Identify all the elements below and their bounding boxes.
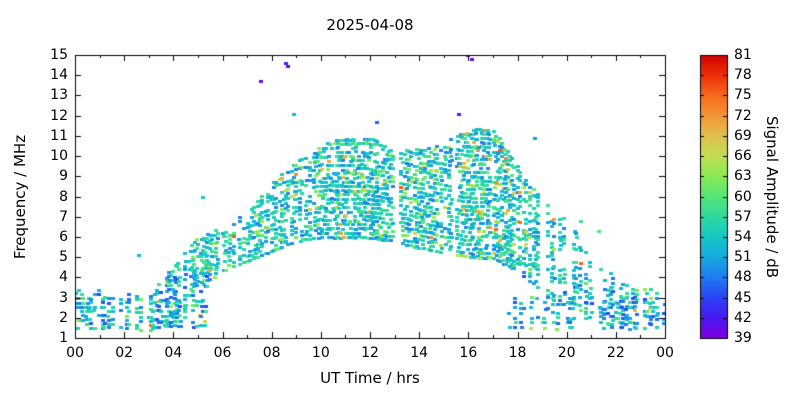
y-tick-label: 9: [59, 168, 68, 185]
colorbar-tick-label: 51: [734, 249, 752, 266]
y-tick-label: 2: [59, 309, 68, 326]
colorbar-tick-label: 66: [734, 148, 752, 165]
colorbar-tick-label: 60: [734, 188, 752, 205]
x-tick-label: 00: [66, 345, 84, 361]
x-tick-label: 04: [164, 345, 183, 361]
x-tick-label: 00: [656, 345, 674, 361]
colorbar-tick-label: 63: [734, 168, 752, 185]
chart-title: 2025-04-08: [326, 16, 414, 34]
y-tick-label: 12: [50, 107, 68, 124]
y-tick-label: 1: [59, 330, 68, 346]
colorbar-tick-label: 42: [734, 309, 752, 326]
y-axis-label: Frequency / MHz: [11, 134, 29, 260]
colorbar-tick-label: 81: [734, 47, 752, 63]
y-tick-label: 3: [59, 289, 68, 306]
x-tick-label: 08: [262, 345, 281, 361]
y-tick-label: 14: [50, 67, 68, 84]
y-tick-label: 13: [50, 87, 68, 104]
colorbar-tick-label: 54: [734, 228, 752, 245]
x-axis-label: UT Time / hrs: [320, 369, 420, 387]
y-tick-label: 4: [59, 269, 68, 286]
colorbar-label: Signal Amplitude / dB: [763, 115, 781, 279]
colorbar-tick-label: 69: [734, 127, 752, 144]
x-tick-label: 16: [459, 345, 478, 361]
colorbar-tick-label: 48: [734, 269, 752, 286]
y-tick-label: 11: [50, 127, 68, 144]
y-tick-label: 5: [59, 249, 68, 266]
colorbar-tick-label: 57: [734, 208, 752, 225]
colorbar-tick-label: 39: [734, 330, 752, 346]
x-tick-label: 22: [606, 345, 625, 361]
x-tick-label: 02: [115, 345, 134, 361]
x-tick-label: 18: [508, 345, 527, 361]
colorbar-tick-label: 72: [734, 107, 752, 124]
x-tick-label: 20: [557, 345, 576, 361]
x-tick-label: 06: [213, 345, 232, 361]
colorbar-tick-label: 78: [734, 67, 752, 84]
x-tick-label: 14: [410, 345, 429, 361]
y-tick-label: 6: [59, 228, 68, 245]
y-tick-label: 10: [50, 148, 68, 165]
x-tick-label: 12: [361, 345, 379, 361]
y-tick-label: 7: [59, 208, 68, 225]
y-tick-label: 8: [59, 188, 68, 205]
y-tick-label: 15: [50, 47, 68, 63]
colorbar-tick-label: 45: [734, 289, 752, 306]
colorbar-tick-label: 75: [734, 87, 752, 104]
x-tick-label: 10: [311, 345, 330, 361]
